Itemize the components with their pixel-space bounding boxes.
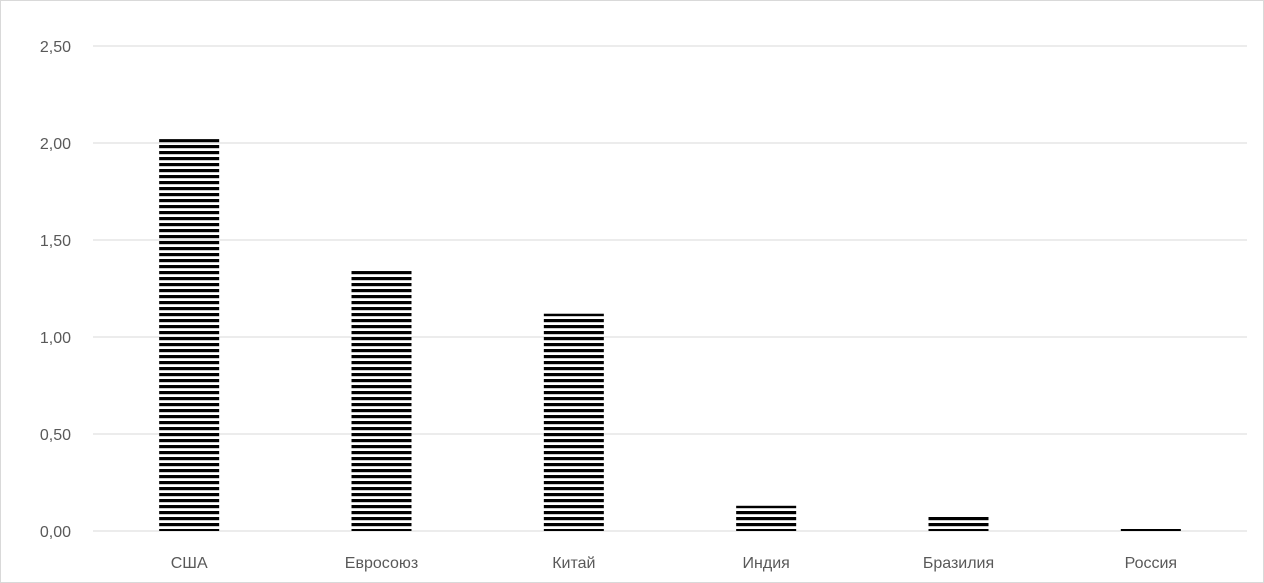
bars [159, 139, 1181, 531]
bar-3 [543, 313, 604, 531]
bar-1 [159, 139, 220, 531]
gridlines [93, 45, 1247, 532]
x-category-label: Евросоюз [345, 555, 418, 572]
bar-5 [928, 515, 989, 531]
x-category-label: США [171, 555, 208, 572]
x-axis-category-labels: США Евросоюз Китай Индия Бразилия Россия [171, 555, 1177, 572]
bar-2 [351, 271, 412, 531]
y-tick-label: 1,50 [40, 233, 71, 250]
x-category-label: Китай [552, 555, 595, 572]
x-category-label: Бразилия [923, 555, 994, 572]
x-category-label: Россия [1125, 555, 1177, 572]
y-tick-label: 1,00 [40, 330, 71, 347]
y-tick-label: 2,00 [40, 136, 71, 153]
y-axis-tick-labels: 0,00 0,50 1,00 1,50 2,00 2,50 [40, 39, 71, 541]
y-tick-label: 0,00 [40, 524, 71, 541]
y-tick-label: 2,50 [40, 39, 71, 56]
bar-6 [1120, 527, 1181, 531]
y-tick-label: 0,50 [40, 427, 71, 444]
x-category-label: Индия [743, 555, 790, 572]
bar-4 [736, 505, 797, 531]
